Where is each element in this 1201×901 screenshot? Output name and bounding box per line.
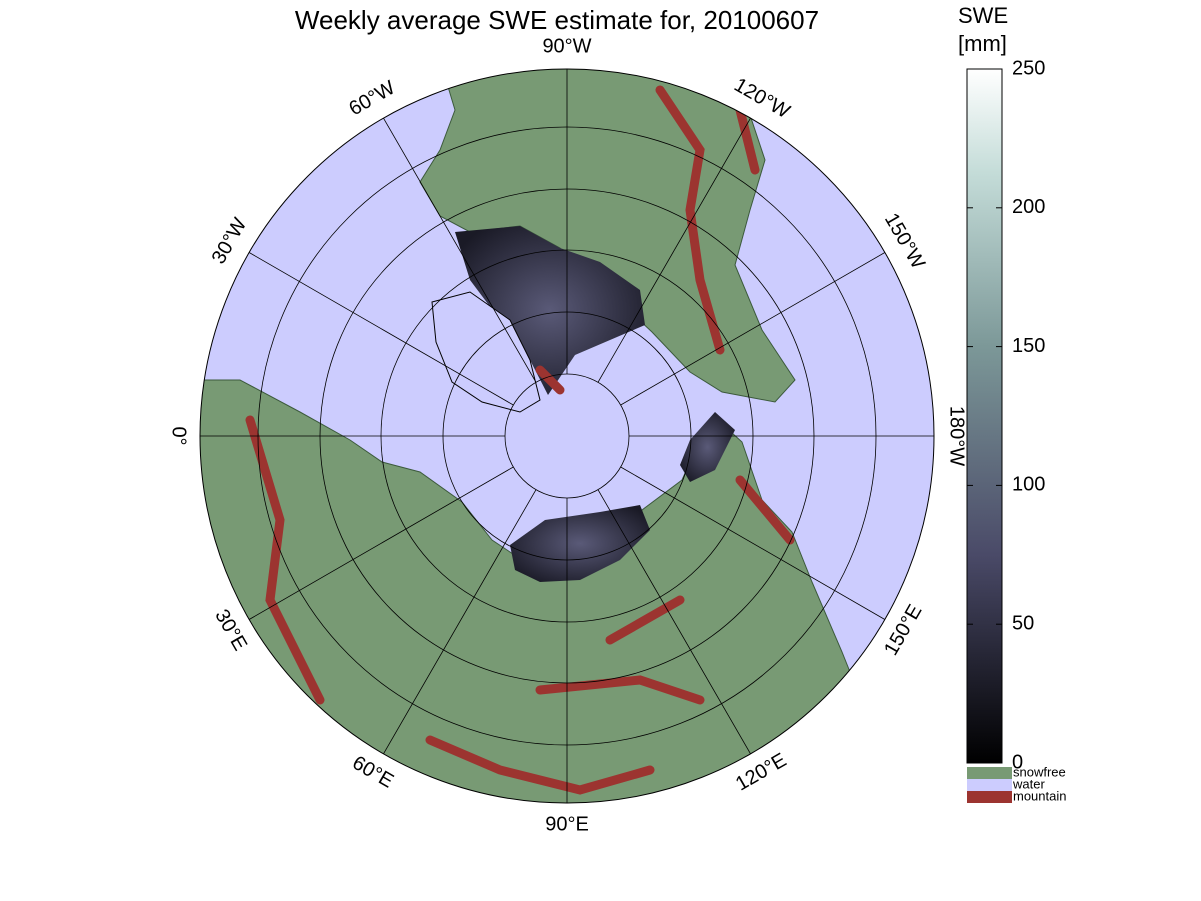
legend-label: mountain <box>1013 788 1066 803</box>
colorbar-label: SWE <box>958 3 1008 28</box>
title: Weekly average SWE estimate for, 2010060… <box>295 5 819 35</box>
legend-swatch <box>967 791 1012 803</box>
meridian <box>620 466 886 620</box>
colorbar-tick-label: 200 <box>1012 196 1045 218</box>
snow-siberia <box>510 505 650 582</box>
longitude-label: 0° <box>168 426 190 445</box>
colorbar-tick-label: 100 <box>1012 474 1045 496</box>
longitude-label: 90°W <box>542 35 591 57</box>
graticule <box>200 69 934 803</box>
meridian <box>383 117 537 383</box>
meridian <box>248 466 514 620</box>
colorbar-tick-label: 250 <box>1012 57 1045 79</box>
meridian <box>597 117 751 383</box>
colorbar-scale <box>966 68 1003 764</box>
longitude-label: 180°W <box>946 406 968 466</box>
meridian <box>597 489 751 755</box>
legend-swatch <box>967 779 1012 791</box>
greenland <box>431 291 541 413</box>
colorbar: SWE [mm] 0 50 100 150 200 250 snowfreewatermount… <box>958 3 1066 804</box>
mountains <box>245 85 795 795</box>
colorbar-tick-label: 0 <box>1012 751 1023 773</box>
meridian <box>248 252 514 406</box>
longitude-label: 90°E <box>545 813 589 835</box>
legend-label: water <box>1012 776 1045 791</box>
colorbar-tick-label: 50 <box>1012 612 1034 634</box>
snow-arctic-canada <box>455 226 645 395</box>
colorbar-label: [mm] <box>958 31 1007 56</box>
colorbar-tick-label: 150 <box>1012 335 1045 357</box>
map-frame <box>199 68 935 804</box>
map: 90°W60°W30°W0°30°E60°E90°E120°E150°E180°… <box>168 35 968 835</box>
meridian <box>620 252 886 406</box>
snow-east-siberia <box>680 412 735 482</box>
legend-label: snowfree <box>1013 764 1066 779</box>
meridian <box>383 489 537 755</box>
legend-swatch <box>967 767 1012 779</box>
